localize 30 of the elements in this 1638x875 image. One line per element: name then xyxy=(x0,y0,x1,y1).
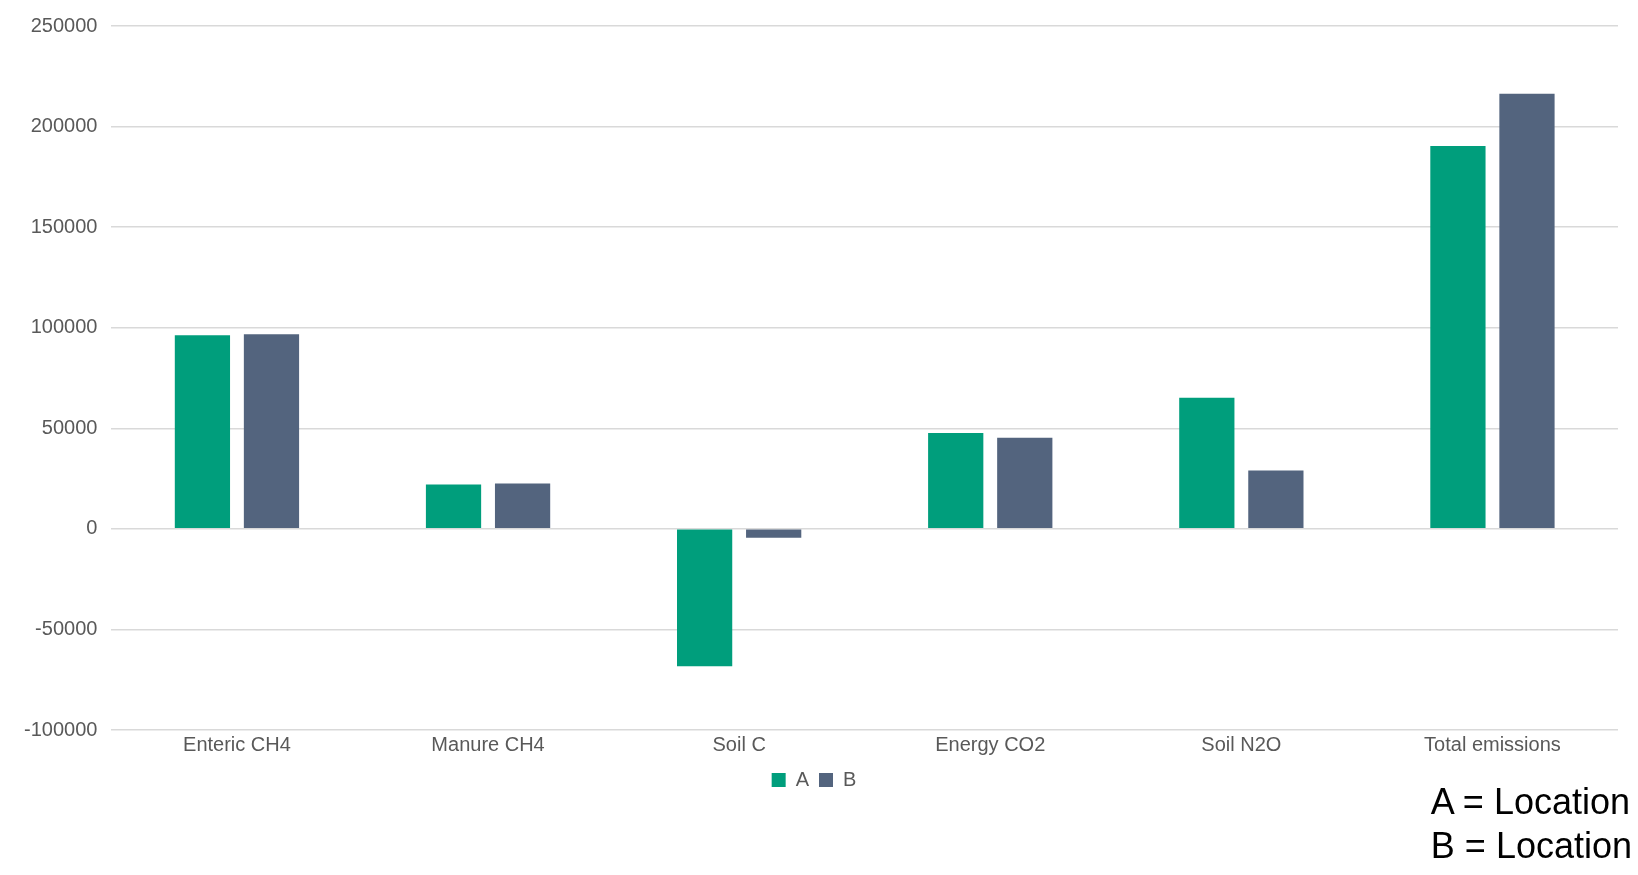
bar xyxy=(677,529,733,667)
y-tick-label: -100000 xyxy=(23,717,98,740)
bar xyxy=(425,484,482,529)
x-tick-label: Energy CO2 xyxy=(935,732,1046,755)
bar xyxy=(1179,397,1235,529)
x-tick-label: Enteric CH4 xyxy=(183,732,291,755)
y-tick-label: 200000 xyxy=(30,114,98,137)
text: B = Location xyxy=(1430,824,1632,868)
bar xyxy=(746,529,802,538)
x-tick-label: Manure CH4 xyxy=(431,732,545,755)
bar xyxy=(1430,146,1486,529)
bar xyxy=(174,335,231,529)
bar xyxy=(1248,470,1304,529)
x-tick-label: Soil C xyxy=(712,732,766,755)
bar xyxy=(494,483,551,529)
y-tick-label: 50000 xyxy=(41,415,98,438)
bar xyxy=(243,334,300,529)
legend-label: A xyxy=(795,767,810,790)
bar xyxy=(997,437,1053,529)
x-tick-label: Soil N2O xyxy=(1201,732,1282,755)
bar xyxy=(1499,93,1555,529)
text: A = Location xyxy=(1430,780,1631,824)
y-tick-label: -50000 xyxy=(35,616,98,639)
y-tick-label: 150000 xyxy=(30,214,98,237)
y-tick-label: 100000 xyxy=(30,315,98,338)
x-tick-label: Total emissions xyxy=(1424,732,1561,755)
bar xyxy=(928,433,984,529)
legend-label: B xyxy=(843,767,857,790)
y-tick-label: 0 xyxy=(86,516,98,539)
y-tick-label: 250000 xyxy=(30,13,98,36)
